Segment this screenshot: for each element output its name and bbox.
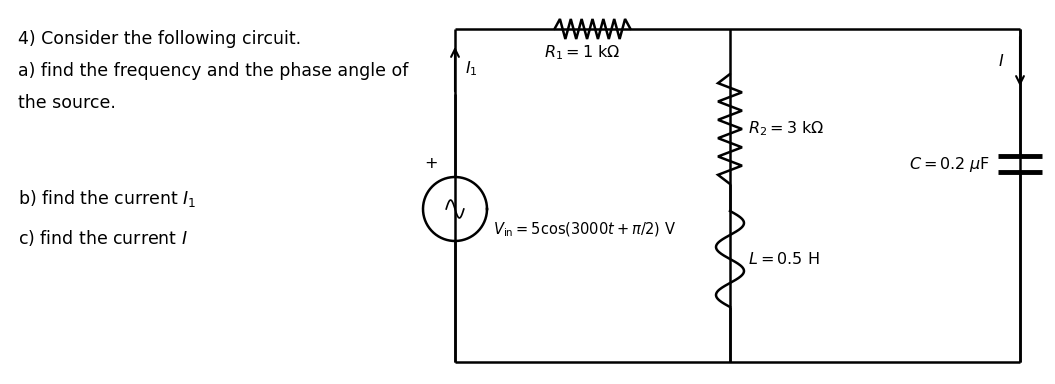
Text: $R_2 = 3$ k$\Omega$: $R_2 = 3$ k$\Omega$ (748, 120, 825, 138)
Text: $L = 0.5$ H: $L = 0.5$ H (748, 251, 820, 267)
Text: $V_{\mathrm{in}} = 5\cos(3000t + \pi/2)$ V: $V_{\mathrm{in}} = 5\cos(3000t + \pi/2)$… (493, 221, 676, 239)
Text: $I_1$: $I_1$ (465, 60, 478, 78)
Text: c) find the current $I$: c) find the current $I$ (18, 228, 188, 248)
Text: b) find the current $I_1$: b) find the current $I_1$ (18, 188, 196, 209)
Text: 4) Consider the following circuit.: 4) Consider the following circuit. (18, 30, 301, 48)
Text: $C = 0.2$ $\mu$F: $C = 0.2$ $\mu$F (909, 154, 990, 174)
Text: $R_1 = 1$ k$\Omega$: $R_1 = 1$ k$\Omega$ (544, 43, 620, 62)
Text: a) find the frequency and the phase angle of: a) find the frequency and the phase angl… (18, 62, 408, 80)
Text: the source.: the source. (18, 94, 116, 112)
Text: +: + (424, 156, 438, 171)
Text: $I$: $I$ (998, 53, 1004, 70)
